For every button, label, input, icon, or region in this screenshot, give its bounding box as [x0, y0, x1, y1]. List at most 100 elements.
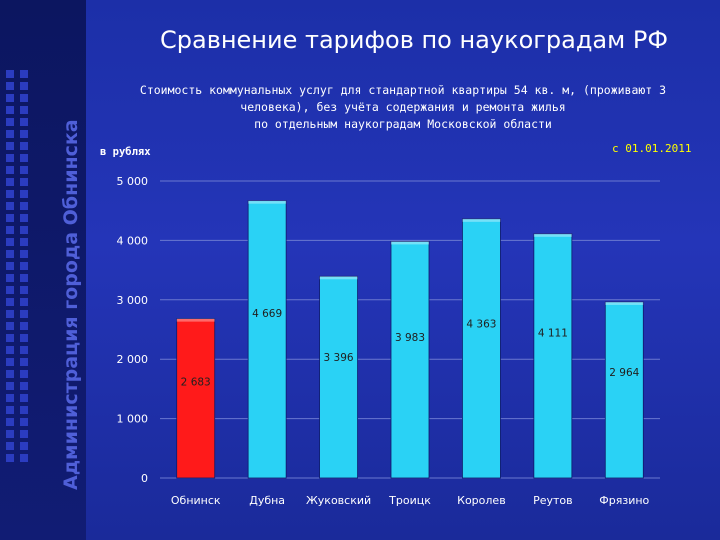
decorative-square	[20, 286, 28, 294]
decorative-square	[20, 250, 28, 258]
decorative-square	[6, 442, 14, 450]
bar-top-highlight	[533, 233, 572, 237]
decorative-square	[20, 154, 28, 162]
decorative-square	[20, 118, 28, 126]
decorative-square	[20, 214, 28, 222]
decorative-squares	[6, 70, 40, 470]
decorative-square	[6, 190, 14, 198]
decorative-square	[6, 130, 14, 138]
bar-top-highlight	[248, 200, 287, 204]
decorative-square	[20, 310, 28, 318]
bar-top-highlight	[605, 301, 644, 305]
x-tick-label: Дубна	[249, 494, 285, 507]
x-tick-label: Троицк	[388, 494, 431, 507]
data-label: 3 396	[324, 352, 354, 364]
bar	[462, 218, 501, 479]
sidebar-panel	[0, 0, 86, 540]
decorative-square	[20, 190, 28, 198]
data-label: 2 964	[609, 367, 639, 379]
decorative-square	[20, 442, 28, 450]
subtitle-line: Стоимость коммунальных услуг для стандар…	[139, 83, 667, 97]
y-tick-label: 4 000	[117, 234, 149, 247]
decorative-square	[6, 382, 14, 390]
decorative-square	[20, 262, 28, 270]
decorative-square	[6, 262, 14, 270]
decorative-square	[20, 430, 28, 438]
decorative-square	[6, 238, 14, 246]
x-tick-label: Реутов	[533, 494, 573, 507]
decorative-square	[6, 70, 14, 78]
bar-top-highlight	[391, 241, 429, 245]
decorative-square	[6, 430, 14, 438]
decorative-square	[6, 202, 14, 210]
decorative-square	[20, 94, 28, 102]
decorative-square	[6, 454, 14, 462]
unit-label: в рублях	[100, 146, 151, 158]
y-tick-label: 1 000	[117, 413, 149, 426]
y-tick-label: 2 000	[117, 353, 149, 366]
decorative-square	[20, 166, 28, 174]
decorative-square	[6, 274, 14, 282]
decorative-square	[6, 214, 14, 222]
decorative-square	[6, 118, 14, 126]
decorative-square	[20, 370, 28, 378]
data-label: 4 363	[466, 319, 496, 331]
x-tick-label: Королев	[457, 494, 506, 507]
decorative-square	[6, 94, 14, 102]
decorative-square	[6, 106, 14, 114]
decorative-square	[6, 142, 14, 150]
x-tick-label: Обнинск	[171, 494, 221, 507]
decorative-square	[20, 394, 28, 402]
bar	[604, 301, 644, 479]
decorative-square	[6, 346, 14, 354]
data-label: 3 983	[395, 332, 425, 344]
data-label: 4 669	[252, 308, 282, 320]
subtitle-line: по отдельным наукоградам Московской обла…	[254, 117, 552, 131]
decorative-square	[6, 298, 14, 306]
bar-top-highlight	[462, 218, 501, 222]
data-label: 2 683	[181, 377, 211, 389]
decorative-square	[20, 238, 28, 246]
decorative-square	[6, 406, 14, 414]
decorative-square	[20, 226, 28, 234]
chart-subtitle: Стоимость коммунальных услуг для стандар…	[108, 82, 698, 133]
decorative-square	[20, 346, 28, 354]
decorative-square	[6, 310, 14, 318]
date-label: с 01.01.2011	[612, 142, 692, 155]
decorative-square	[20, 202, 28, 210]
decorative-square	[20, 322, 28, 330]
decorative-square	[20, 274, 28, 282]
decorative-square	[20, 382, 28, 390]
bar	[533, 233, 573, 479]
y-tick-label: 3 000	[117, 294, 149, 307]
decorative-square	[6, 82, 14, 90]
decorative-square	[6, 154, 14, 162]
decorative-square	[6, 250, 14, 258]
decorative-square	[20, 82, 28, 90]
decorative-square	[20, 418, 28, 426]
decorative-square	[20, 406, 28, 414]
bar	[247, 200, 287, 479]
decorative-square	[6, 370, 14, 378]
decorative-square	[20, 334, 28, 342]
bar	[319, 275, 358, 479]
decorative-square	[6, 226, 14, 234]
decorative-square	[6, 334, 14, 342]
subtitle-line: человека), без учёта содержания и ремонт…	[240, 100, 566, 114]
decorative-square	[20, 358, 28, 366]
decorative-square	[6, 286, 14, 294]
decorative-square	[6, 322, 14, 330]
bar-top-highlight	[319, 276, 358, 280]
decorative-square	[20, 178, 28, 186]
decorative-square	[20, 142, 28, 150]
bar-top-highlight	[176, 318, 215, 322]
x-tick-label: Фрязино	[599, 494, 649, 507]
data-label: 4 111	[538, 327, 568, 339]
decorative-square	[20, 106, 28, 114]
decorative-square	[6, 418, 14, 426]
decorative-square	[6, 358, 14, 366]
decorative-square	[6, 166, 14, 174]
y-tick-label: 5 000	[117, 175, 149, 188]
bar	[390, 241, 430, 479]
